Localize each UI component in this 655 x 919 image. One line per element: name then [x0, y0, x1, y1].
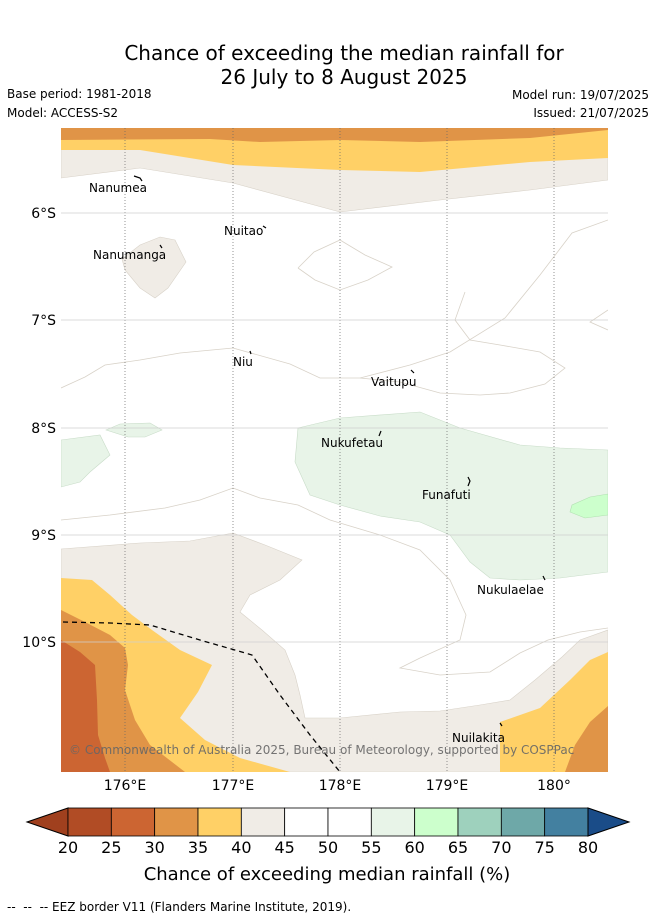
lon-tick-label: 179°E — [426, 778, 469, 794]
colorbar-cell — [68, 808, 111, 836]
colorbar-tick-label: 45 — [274, 838, 294, 857]
lat-tick-label: 6°S — [31, 206, 56, 222]
colorbar-cell — [371, 808, 414, 836]
colorbar-tick-label: 60 — [404, 838, 424, 857]
colorbar-cell — [328, 808, 371, 836]
colorbar-extend-right — [588, 808, 629, 836]
colorbar-tick-label: 65 — [448, 838, 468, 857]
colorbar-tick-label: 30 — [144, 838, 164, 857]
colorbar-tick-label: 40 — [231, 838, 251, 857]
lon-tick-label: 176°E — [104, 778, 147, 794]
colorbar-tick-label: 20 — [58, 838, 78, 857]
colorbar-cell — [285, 808, 328, 836]
colorbar-cell — [501, 808, 544, 836]
lat-tick-label: 9°S — [31, 528, 56, 544]
lon-tick-label: 178°E — [319, 778, 362, 794]
colorbar-extend-left — [27, 808, 68, 836]
place-label-nukulaelae: Nukulaelae — [477, 583, 544, 597]
colorbar-tick-label: 25 — [101, 838, 121, 857]
longitude-ticks: 176°E 177°E 178°E 179°E 180° — [104, 778, 571, 794]
colorbar-tick-label: 75 — [534, 838, 554, 857]
latitude-ticks: 6°S 7°S 8°S 9°S 10°S — [22, 206, 56, 651]
lat-tick-label: 10°S — [22, 635, 56, 651]
lon-tick-label: 180° — [537, 778, 571, 794]
colorbar-tick-label: 70 — [491, 838, 511, 857]
colorbar-cell — [415, 808, 458, 836]
colorbar-tick-label: 50 — [318, 838, 338, 857]
place-label-vaitupu: Vaitupu — [371, 375, 417, 389]
colorbar-cell — [458, 808, 501, 836]
lat-tick-label: 7°S — [31, 313, 56, 329]
place-label-niu: Niu — [233, 355, 253, 369]
place-label-nuitao: Nuitao — [224, 224, 263, 238]
colorbar-tick-label: 80 — [578, 838, 598, 857]
colorbar-tick-label: 55 — [361, 838, 381, 857]
lat-tick-label: 8°S — [31, 421, 56, 437]
eez-footnote: -- -- -- EEZ border V11 (Flanders Marine… — [7, 900, 351, 914]
colorbar-cell — [155, 808, 198, 836]
rainfall-map: Nanumea Nuitao Nanumanga Niu Vaitupu Nuk… — [0, 0, 655, 900]
colorbar-cell — [198, 808, 241, 836]
place-label-nanumanga: Nanumanga — [93, 248, 166, 262]
colorbar: 20 25 30 35 40 45 50 55 60 65 70 75 80 Chance of exc… — [27, 808, 629, 885]
map-area: Nanumea Nuitao Nanumanga Niu Vaitupu Nuk… — [61, 128, 608, 772]
colorbar-cell — [545, 808, 588, 836]
place-label-funafuti: Funafuti — [422, 488, 471, 502]
colorbar-cell — [241, 808, 284, 836]
place-label-nanumea: Nanumea — [89, 181, 147, 195]
place-label-nukufetau: Nukufetau — [321, 436, 383, 450]
colorbar-cell — [111, 808, 154, 836]
lon-tick-label: 177°E — [212, 778, 255, 794]
colorbar-label: Chance of exceeding median rainfall (%) — [144, 864, 511, 885]
copyright-notice: © Commonwealth of Australia 2025, Bureau… — [69, 743, 574, 757]
colorbar-tick-label: 35 — [188, 838, 208, 857]
